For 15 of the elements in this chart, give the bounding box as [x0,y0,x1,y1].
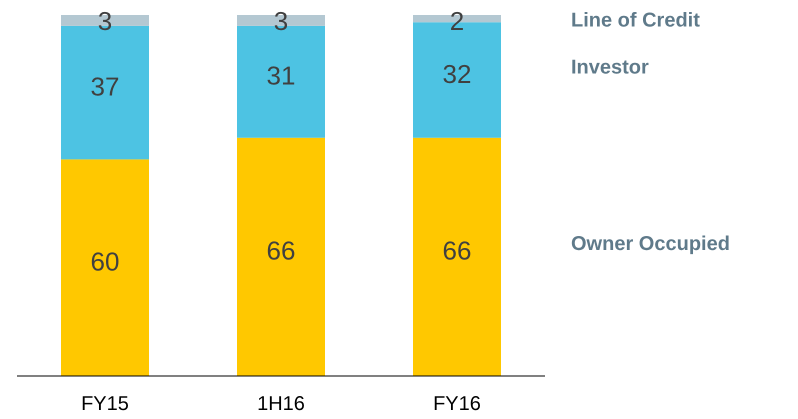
data-label: 66 [442,236,472,266]
x-tick-label: FY16 [433,393,481,416]
text: Owner Occupied [571,233,730,256]
data-label: 60 [90,246,120,277]
bar [413,138,501,376]
text: Investor [571,56,650,78]
data-label: 66 [266,236,296,266]
bar [237,138,325,376]
x-tick-label: FY15 [81,393,129,416]
data-label: 32 [442,58,472,89]
x-tick-label: 1H16 [257,393,305,416]
bar [61,159,149,376]
data-label: 31 [266,60,296,91]
text: Line of Credit [571,9,700,32]
data-label: 37 [90,71,120,102]
